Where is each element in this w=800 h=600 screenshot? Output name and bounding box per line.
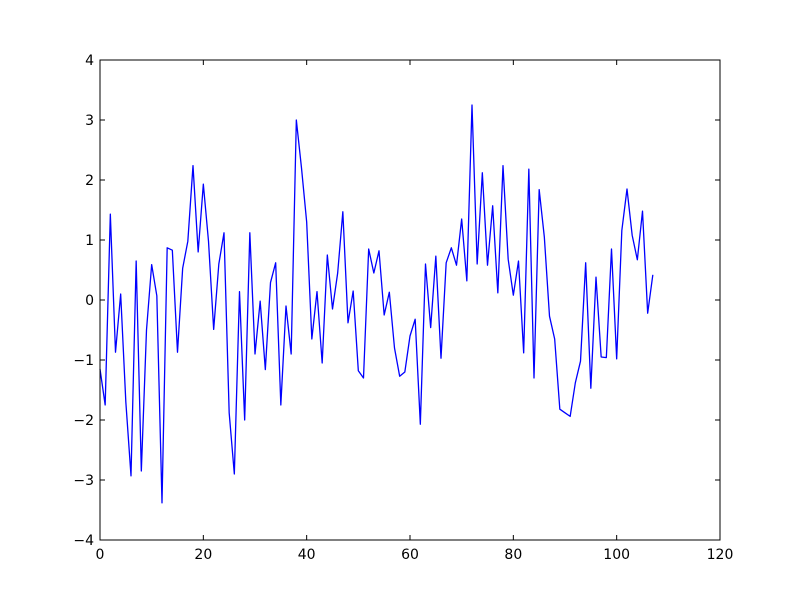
y-tick-label: −4 (73, 533, 94, 549)
x-tick-label: 20 (194, 547, 212, 563)
series-line-0 (99, 104, 654, 504)
axes-background (100, 60, 720, 540)
x-tick-label: 80 (504, 547, 522, 563)
y-tick-label: 1 (85, 233, 94, 249)
x-tick-label: 120 (707, 547, 734, 563)
y-tick-label: 4 (85, 53, 94, 69)
plot-area: 0 20 40 60 80 100 120 −4 −3 −2 −1 0 1 2 3 4 (73, 53, 733, 563)
axes-frame (99, 59, 721, 541)
y-tick-label: −1 (73, 353, 94, 369)
y-tick-label: −2 (73, 413, 94, 429)
y-tick-label: −3 (73, 473, 94, 489)
y-tick-label: 3 (85, 113, 94, 129)
x-tick-label: 40 (298, 547, 316, 563)
y-tick-label: 2 (85, 173, 94, 189)
x-tick-label: 0 (96, 547, 105, 563)
x-tick-label: 100 (603, 547, 630, 563)
y-tick-label: 0 (85, 293, 94, 309)
x-tick-label: 60 (401, 547, 419, 563)
